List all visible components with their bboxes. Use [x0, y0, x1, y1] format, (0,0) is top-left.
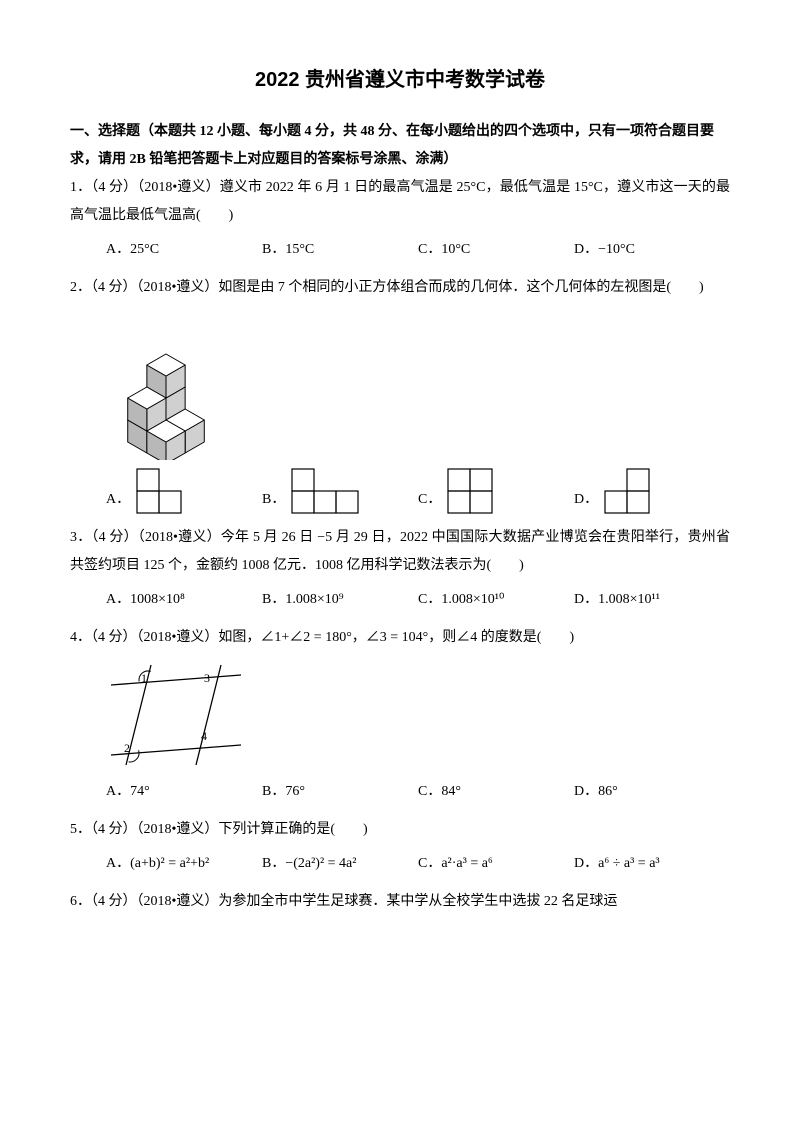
q1-stem: 1．（4 分）（2018•遵义）遵义市 2022 年 6 月 1 日的最高气温是… — [70, 174, 730, 230]
q6-stem: 6．（4 分）（2018•遵义）为参加全市中学生足球赛．某中学从全校学生中选拔 … — [70, 888, 730, 916]
q3-stem: 3．（4 分）（2018•遵义）今年 5 月 26 日 −5 月 29 日，20… — [70, 524, 730, 580]
question-2: 2．（4 分）（2018•遵义）如图是由 7 个相同的小正方体组合而成的几何体．… — [70, 274, 730, 514]
q2-stem: 2．（4 分）（2018•遵义）如图是由 7 个相同的小正方体组合而成的几何体．… — [70, 274, 730, 302]
q1-option-c: C．10°C — [418, 236, 574, 264]
question-4: 4．（4 分）（2018•遵义）如图，∠1+∠2 = 180°，∠3 = 104… — [70, 624, 730, 806]
svg-text:2: 2 — [124, 741, 130, 755]
q2-shape-a — [136, 468, 182, 514]
q2-shape-b — [291, 468, 359, 514]
q2-d-label: D． — [574, 486, 598, 514]
question-1: 1．（4 分）（2018•遵义）遵义市 2022 年 6 月 1 日的最高气温是… — [70, 174, 730, 264]
q4-option-d: D．86° — [574, 778, 730, 806]
q2-option-b: B． — [262, 468, 418, 514]
page-title: 2022 贵州省遵义市中考数学试卷 — [70, 60, 730, 100]
question-5: 5．（4 分）（2018•遵义）下列计算正确的是( ) A．(a+b)² = a… — [70, 816, 730, 878]
q2-shape-c — [447, 468, 493, 514]
q5-options: A．(a+b)² = a²+b² B．−(2a²)² = 4a² C．a²·a³… — [106, 850, 730, 878]
angle-diagram: 1324 — [106, 660, 256, 770]
q4-option-b: B．76° — [262, 778, 418, 806]
q5-option-c: C．a²·a³ = a⁶ — [418, 850, 574, 878]
svg-text:3: 3 — [204, 671, 210, 685]
q1-option-d: D．−10°C — [574, 236, 730, 264]
q3-option-c: C．1.008×10¹⁰ — [418, 586, 574, 614]
q2-option-c: C． — [418, 468, 574, 514]
q4-option-a: A．74° — [106, 778, 262, 806]
q5-option-a: A．(a+b)² = a²+b² — [106, 850, 262, 878]
q1-options: A．25°C B．15°C C．10°C D．−10°C — [106, 236, 730, 264]
q2-shape-d — [604, 468, 650, 514]
q1-option-a: A．25°C — [106, 236, 262, 264]
q2-3d-figure — [106, 310, 730, 460]
q2-a-label: A． — [106, 486, 130, 514]
q5-option-b: B．−(2a²)² = 4a² — [262, 850, 418, 878]
q4-option-c: C．84° — [418, 778, 574, 806]
q3-options: A．1008×10⁸ B．1.008×10⁹ C．1.008×10¹⁰ D．1.… — [106, 586, 730, 614]
svg-text:4: 4 — [201, 729, 207, 743]
q5-option-d: D．a⁶ ÷ a³ = a³ — [574, 850, 730, 878]
q2-c-label: C． — [418, 486, 441, 514]
q2-option-d: D． — [574, 468, 730, 514]
q5-stem: 5．（4 分）（2018•遵义）下列计算正确的是( ) — [70, 816, 730, 844]
q3-option-a: A．1008×10⁸ — [106, 586, 262, 614]
q2-options: A． B． C． D． — [106, 468, 730, 514]
q2-option-a: A． — [106, 468, 262, 514]
q4-stem: 4．（4 分）（2018•遵义）如图，∠1+∠2 = 180°，∠3 = 104… — [70, 624, 730, 652]
question-3: 3．（4 分）（2018•遵义）今年 5 月 26 日 −5 月 29 日，20… — [70, 524, 730, 614]
section-1-header: 一、选择题（本题共 12 小题、每小题 4 分，共 48 分、在每小题给出的四个… — [70, 118, 730, 174]
q3-option-b: B．1.008×10⁹ — [262, 586, 418, 614]
q1-option-b: B．15°C — [262, 236, 418, 264]
cube-solid-icon — [106, 310, 246, 460]
q4-options: A．74° B．76° C．84° D．86° — [106, 778, 730, 806]
question-6: 6．（4 分）（2018•遵义）为参加全市中学生足球赛．某中学从全校学生中选拔 … — [70, 888, 730, 916]
q3-option-d: D．1.008×10¹¹ — [574, 586, 730, 614]
q2-b-label: B． — [262, 486, 285, 514]
q4-figure: 1324 — [106, 660, 730, 770]
